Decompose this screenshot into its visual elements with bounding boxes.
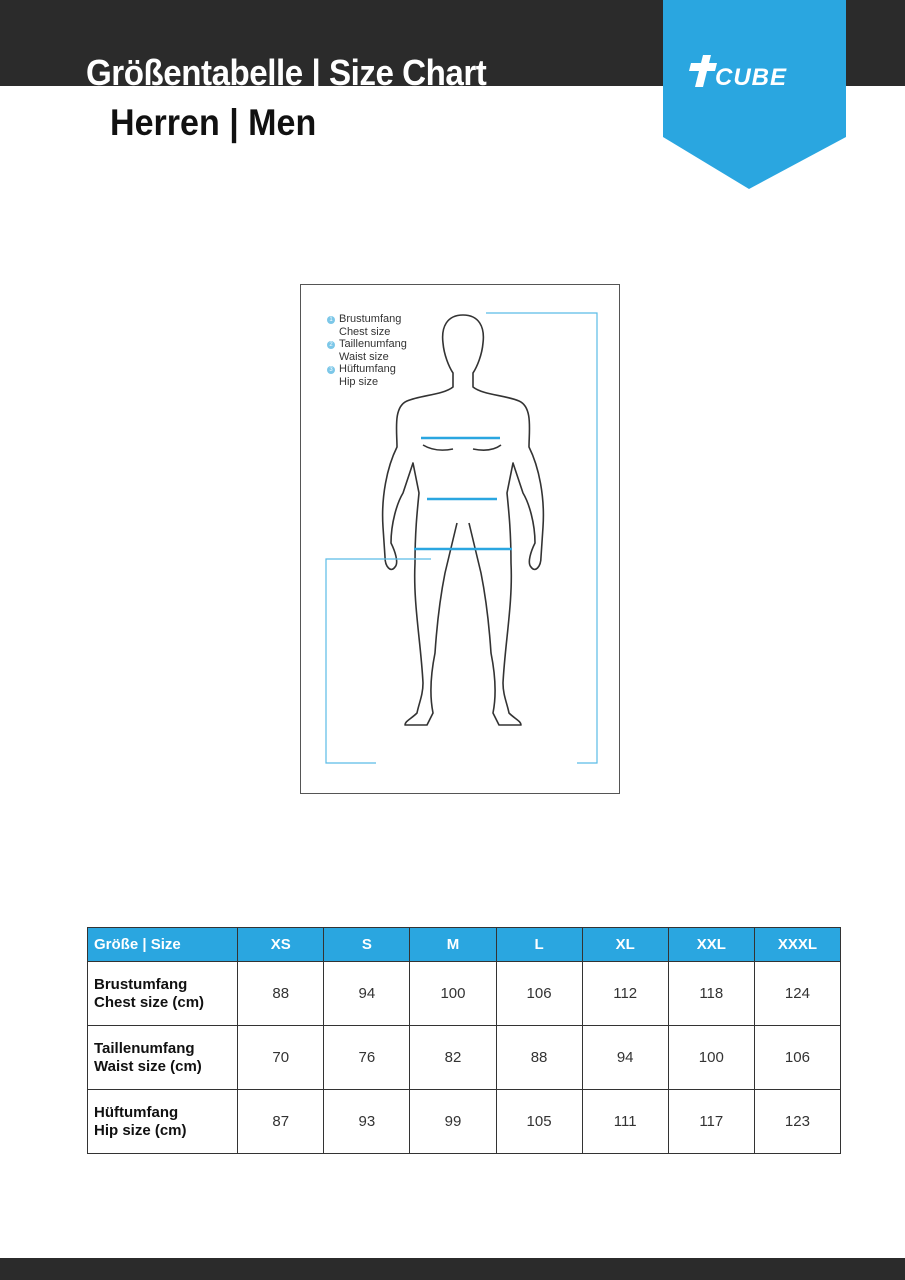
legend-item-waist: 2 Taillenumfang Waist size (327, 338, 407, 363)
row-label-de: Brustumfang (94, 975, 188, 993)
table-header-row: Größe | Size XS S M L XL XXL XXXL (86, 927, 842, 962)
table-cell: 82 (409, 1025, 497, 1090)
column-header: XS (237, 927, 325, 962)
column-header: Größe | Size (86, 927, 239, 962)
table-cell: 100 (667, 1025, 755, 1090)
table-cell: 94 (323, 961, 411, 1026)
table-cell: 88 (495, 1025, 583, 1090)
row-label-en: Hip size (cm) (94, 1121, 187, 1139)
legend-item-chest: 1 Brustumfang Chest size (327, 313, 407, 338)
column-header: XXXL (753, 927, 842, 962)
table-cell: 94 (581, 1025, 669, 1090)
column-header: M (409, 927, 497, 962)
legend-label-en: Waist size (339, 350, 389, 363)
row-label: Hüftumfang Hip size (cm) (86, 1089, 239, 1154)
cube-logo-icon (689, 55, 717, 87)
table-cell: 76 (323, 1025, 411, 1090)
table-cell: 112 (581, 961, 669, 1026)
legend-label-de: Taillenumfang (339, 338, 407, 351)
table-cell: 124 (753, 961, 842, 1026)
table-row: Brustumfang Chest size (cm) 88 94 100 106 112 1… (86, 961, 842, 1026)
page-subtitle: Herren | Men (110, 102, 317, 143)
column-header: L (495, 927, 583, 962)
table-cell: 111 (581, 1089, 669, 1154)
measurement-legend: 1 Brustumfang Chest size 2 Taillenumfang Wai… (327, 313, 407, 389)
column-header: S (323, 927, 411, 962)
table-cell: 93 (323, 1089, 411, 1154)
row-label-de: Taillenumfang (94, 1039, 195, 1057)
cube-logo-text: CUBE (715, 64, 787, 91)
footer-bar (0, 1258, 905, 1280)
body-measurement-figure: 1 Brustumfang Chest size 2 Taillenumfang Wai… (300, 284, 620, 794)
column-header: XL (581, 927, 669, 962)
row-label-en: Waist size (cm) (94, 1057, 202, 1075)
table-cell: 100 (409, 961, 497, 1026)
legend-number: 3 (327, 366, 335, 375)
legend-label-en: Hip size (339, 375, 379, 388)
table-cell: 118 (667, 961, 755, 1026)
legend-item-hip: 3 Hüftumfang Hip size (327, 363, 407, 388)
row-label-en: Chest size (cm) (94, 993, 205, 1011)
size-table: Größe | Size XS S M L XL XXL XXXL Brustu… (86, 927, 842, 1154)
table-cell: 70 (237, 1025, 325, 1090)
table-cell: 99 (409, 1089, 497, 1154)
body-silhouette (325, 312, 598, 764)
table-cell: 87 (237, 1089, 325, 1154)
legend-number: 1 (327, 316, 335, 324)
cube-logo-banner: CUBE (663, 0, 846, 189)
legend-label-de: Hüftumfang (339, 363, 396, 376)
legend-number: 2 (327, 341, 335, 350)
row-label: Brustumfang Chest size (cm) (86, 961, 239, 1026)
legend-label-en: Chest size (339, 325, 391, 338)
page-title: Größentabelle | Size Chart (86, 52, 487, 93)
table-cell: 88 (237, 961, 325, 1026)
legend-label-de: Brustumfang (339, 313, 402, 325)
table-row: Taillenumfang Waist size (cm) 70 76 82 88 94 10… (86, 1025, 842, 1090)
table-row: Hüftumfang Hip size (cm) 87 93 99 105 111 117 12… (86, 1089, 842, 1154)
table-cell: 106 (495, 961, 583, 1026)
column-header: XXL (667, 927, 755, 962)
table-cell: 106 (753, 1025, 842, 1090)
table-cell: 105 (495, 1089, 583, 1154)
table-cell: 123 (753, 1089, 842, 1154)
table-cell: 117 (667, 1089, 755, 1154)
row-label-de: Hüftumfang (94, 1103, 179, 1121)
row-label: Taillenumfang Waist size (cm) (86, 1025, 239, 1090)
